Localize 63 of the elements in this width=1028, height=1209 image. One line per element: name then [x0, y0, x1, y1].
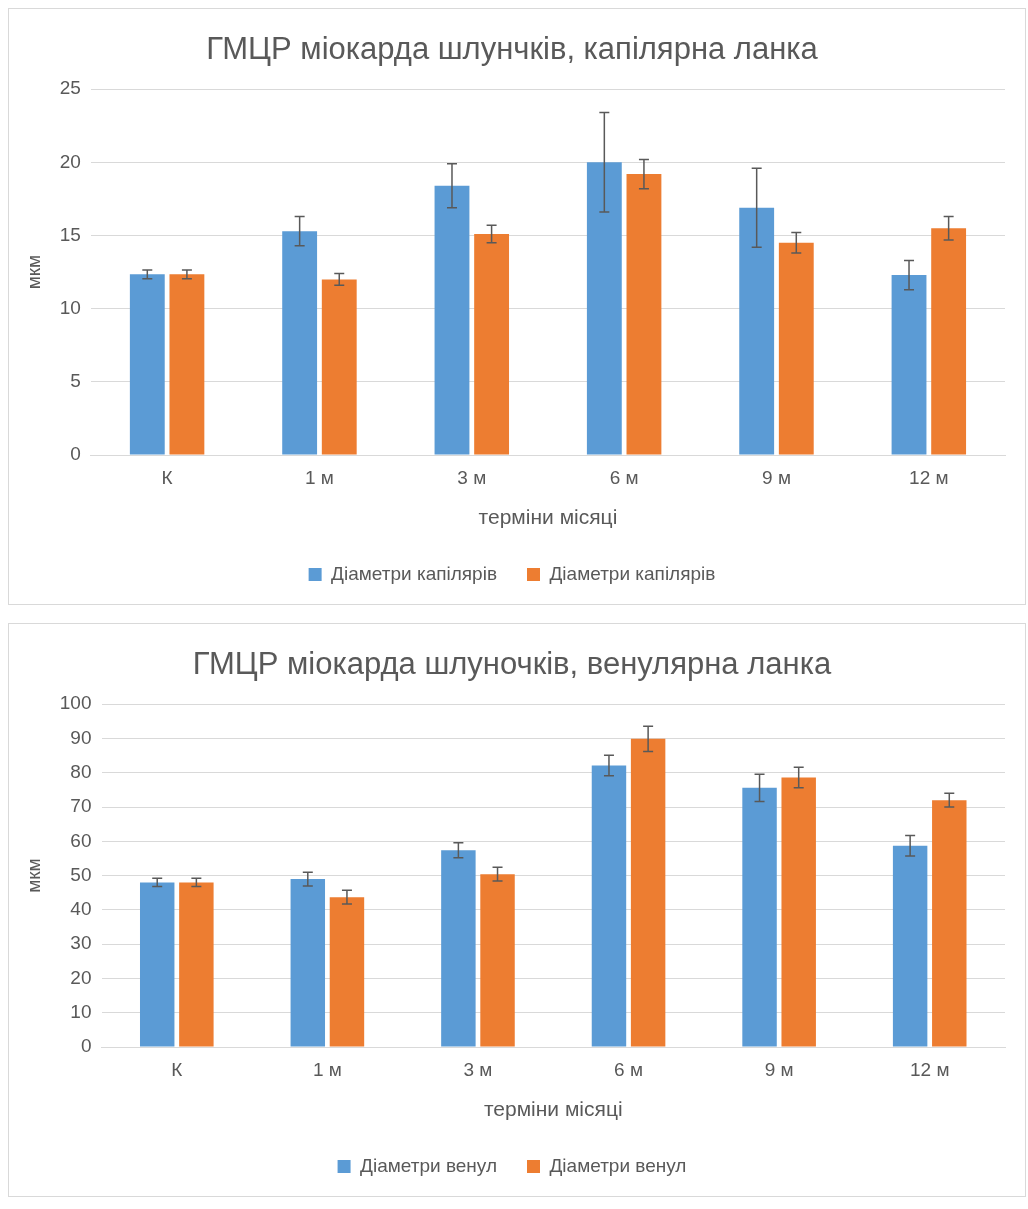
bar [739, 207, 775, 455]
legend-label: Діаметри венул [360, 1154, 498, 1176]
y-tick-label: 5 [70, 370, 81, 392]
x-tick-label: 12 м [909, 466, 949, 488]
x-tick-label: 3 м [457, 466, 487, 488]
x-tick-label: 3 м [463, 1058, 493, 1080]
bar [282, 231, 318, 455]
y-tick-label: 80 [70, 760, 92, 782]
x-tick-label: 9 м [764, 1058, 794, 1080]
bar [169, 274, 205, 455]
x-tick-label: 6 м [614, 1058, 643, 1080]
y-tick-label: 50 [70, 863, 92, 885]
x-tick-label: 1 м [312, 1058, 342, 1080]
legend-label: Діаметри капілярів [549, 562, 716, 584]
bar [441, 850, 476, 1047]
bar [480, 874, 515, 1047]
x-tick-label: К [171, 1058, 183, 1080]
bar [434, 185, 470, 455]
chart-title: ГМЦР міокарда шлуночків, венулярна ланка [192, 646, 832, 682]
bar [139, 882, 175, 1047]
x-tick-label: 1 м [304, 466, 334, 488]
bar [586, 162, 622, 455]
bar [626, 174, 662, 455]
x-axis-title: терміни місяці [478, 505, 618, 529]
chart-title: ГМЦР міокарда шлунчків, капілярна ланка [206, 31, 819, 67]
bar [891, 275, 927, 455]
x-tick-label: 9 м [762, 466, 791, 488]
bar [179, 882, 214, 1047]
bar [630, 738, 666, 1047]
bar [892, 845, 928, 1047]
bar [781, 777, 816, 1047]
bar [778, 242, 814, 455]
x-tick-label: К [161, 466, 173, 488]
bar [932, 800, 967, 1047]
y-tick-label: 25 [59, 77, 81, 99]
bar [321, 279, 357, 455]
y-tick-label: 70 [70, 795, 92, 817]
y-tick-label: 10 [59, 296, 81, 318]
bar [742, 787, 777, 1047]
y-tick-label: 40 [70, 898, 92, 920]
y-tick-label: 20 [59, 150, 81, 172]
y-tick-label: 20 [70, 966, 92, 988]
y-tick-label: 90 [70, 726, 92, 748]
legend-label: Діаметри капілярів [331, 562, 498, 584]
y-tick-label: 10 [70, 1000, 92, 1022]
y-axis-title: мкм [22, 254, 44, 290]
bar [290, 879, 326, 1047]
y-tick-label: 30 [70, 932, 92, 954]
bar [931, 228, 967, 455]
x-tick-label: 6 м [609, 466, 639, 488]
x-tick-label: 12 м [909, 1058, 950, 1080]
y-tick-label: 0 [80, 1035, 92, 1057]
y-tick-label: 0 [70, 443, 81, 465]
bar [474, 234, 510, 455]
y-tick-label: 15 [59, 223, 81, 245]
y-tick-label: 60 [70, 829, 92, 851]
bar [591, 765, 627, 1047]
y-tick-label: 100 [59, 692, 92, 714]
x-axis-title: терміни місяці [483, 1097, 623, 1121]
legend-label: Діаметри венул [549, 1154, 687, 1176]
y-axis-title: мкм [22, 858, 44, 893]
bar [329, 897, 365, 1047]
bar [129, 274, 165, 455]
